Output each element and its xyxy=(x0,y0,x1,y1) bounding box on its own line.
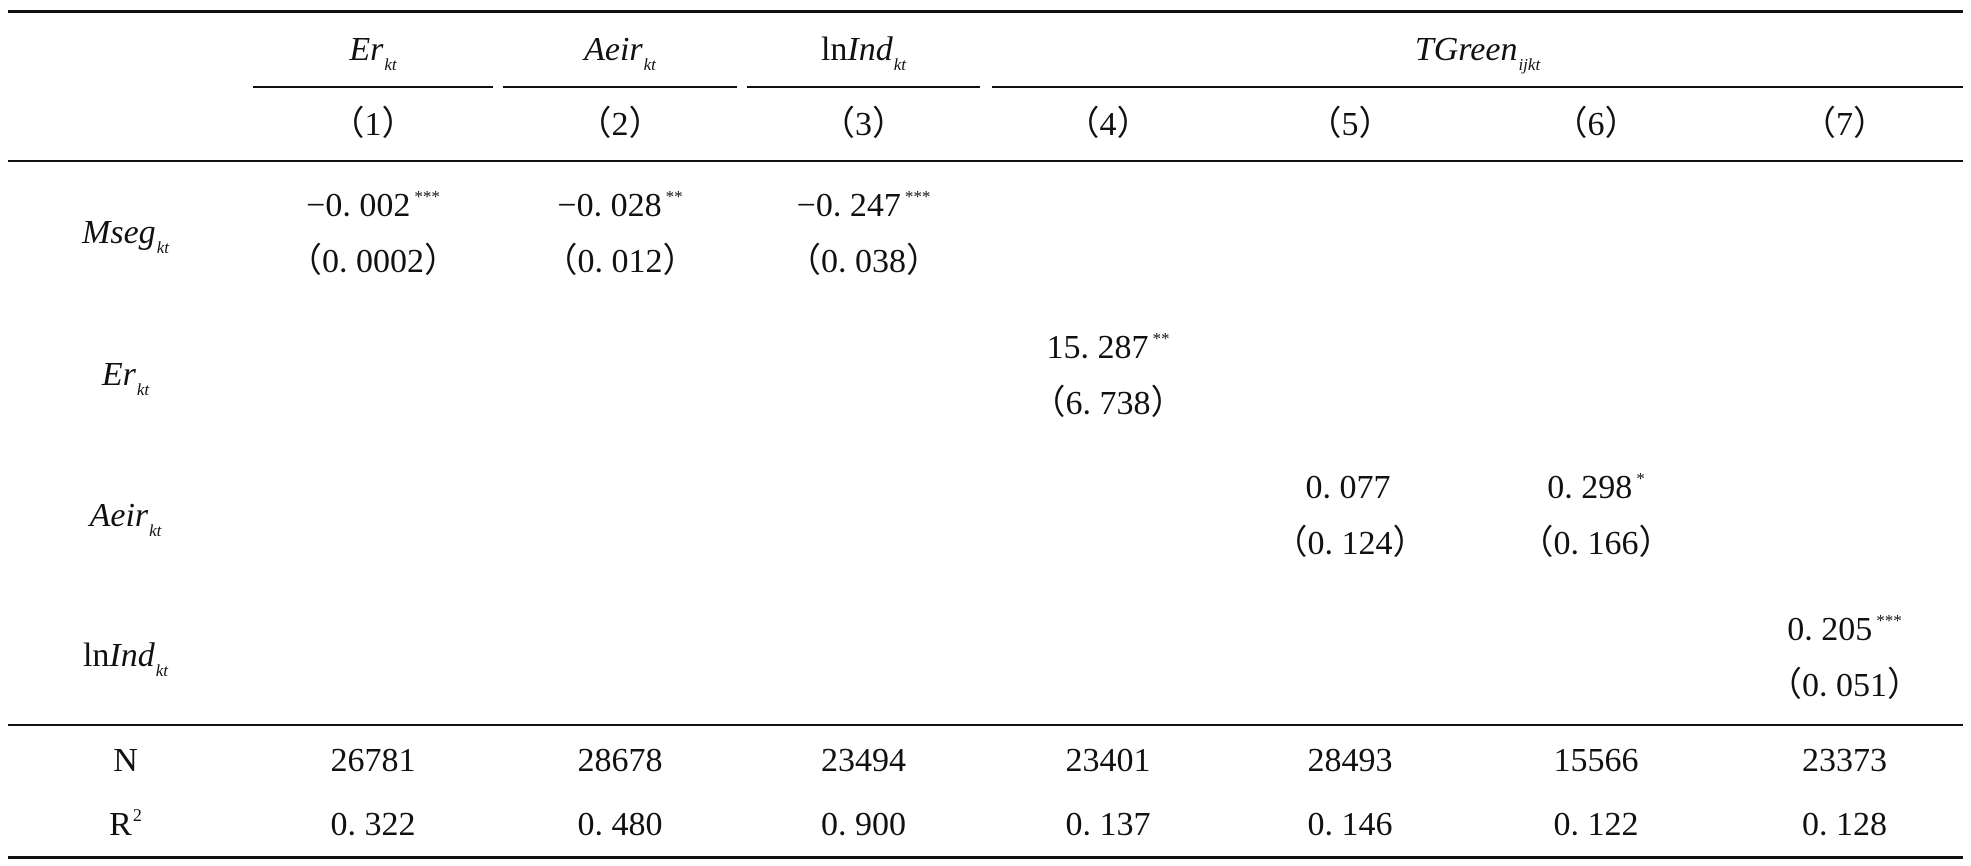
se-mseg-col3: （0. 038） xyxy=(787,243,940,280)
r2-col7: 0. 128 xyxy=(1802,806,1887,843)
row-label-r2: R2 xyxy=(109,805,142,843)
coef-aeir-col6: 0. 298 * xyxy=(1547,469,1645,506)
row-label-n: N xyxy=(113,742,138,779)
n-col4: 23401 xyxy=(1065,742,1151,779)
coef-lnind-col7: 0. 205 *** xyxy=(1787,611,1902,648)
table-bottom-rule xyxy=(8,856,1963,859)
coef-er-col4: 15. 287 ** xyxy=(1046,329,1170,366)
n-col3: 23494 xyxy=(821,742,906,779)
n-col7: 23373 xyxy=(1802,742,1887,779)
n-col2: 28678 xyxy=(577,742,663,779)
coef-mseg-col2: −0. 028 ** xyxy=(557,187,683,224)
top-rule xyxy=(8,10,1963,13)
n-col6: 15566 xyxy=(1553,742,1639,779)
column-number-7: （7） xyxy=(1802,106,1887,143)
column-number-1: （1） xyxy=(330,106,416,143)
se-er-col4: （6. 738） xyxy=(1031,385,1185,422)
n-col5: 28493 xyxy=(1307,742,1393,779)
se-aeir-col5: （0. 124） xyxy=(1273,525,1427,562)
group-header-er: Erkt xyxy=(349,31,397,74)
r2-col5: 0. 146 xyxy=(1307,806,1393,843)
row-label-aeir: Aeirkt xyxy=(89,497,162,540)
header-bottom-rule xyxy=(8,160,1963,162)
coef-mseg-col1: −0. 002 *** xyxy=(306,187,440,224)
group-underline-lnind xyxy=(747,86,980,88)
r2-col1: 0. 322 xyxy=(330,806,416,843)
column-number-6: （6） xyxy=(1553,106,1639,143)
n-col1: 26781 xyxy=(330,742,416,779)
column-number-3: （3） xyxy=(821,106,906,143)
se-mseg-col2: （0. 012） xyxy=(543,243,697,280)
row-label-lnind: lnIndkt xyxy=(82,637,169,680)
coef-aeir-col5: 0. 077 xyxy=(1305,469,1391,506)
group-underline-er xyxy=(253,86,493,88)
coef-mseg-col3: −0. 247 *** xyxy=(796,187,931,224)
r2-col6: 0. 122 xyxy=(1553,806,1639,843)
row-label-mseg: Msegkt xyxy=(82,214,169,257)
r2-col3: 0. 900 xyxy=(821,806,906,843)
r2-col2: 0. 480 xyxy=(577,806,663,843)
group-header-aeir: Aeirkt xyxy=(584,31,656,74)
group-header-tgreen: TGreenijkt xyxy=(1414,31,1541,74)
group-underline-tgreen xyxy=(992,86,1963,88)
r2-col4: 0. 137 xyxy=(1065,806,1151,843)
se-aeir-col6: （0. 166） xyxy=(1519,525,1673,562)
se-lnind-col7: （0. 051） xyxy=(1768,667,1921,704)
column-number-5: （5） xyxy=(1307,106,1393,143)
group-underline-aeir xyxy=(503,86,737,88)
row-label-er: Erkt xyxy=(101,356,150,399)
se-mseg-col1: （0. 0002） xyxy=(288,243,458,280)
column-number-4: （4） xyxy=(1065,106,1151,143)
group-header-lnind: lnIndkt xyxy=(820,31,907,74)
body-bottom-rule xyxy=(8,724,1963,726)
column-number-2: （2） xyxy=(577,106,663,143)
